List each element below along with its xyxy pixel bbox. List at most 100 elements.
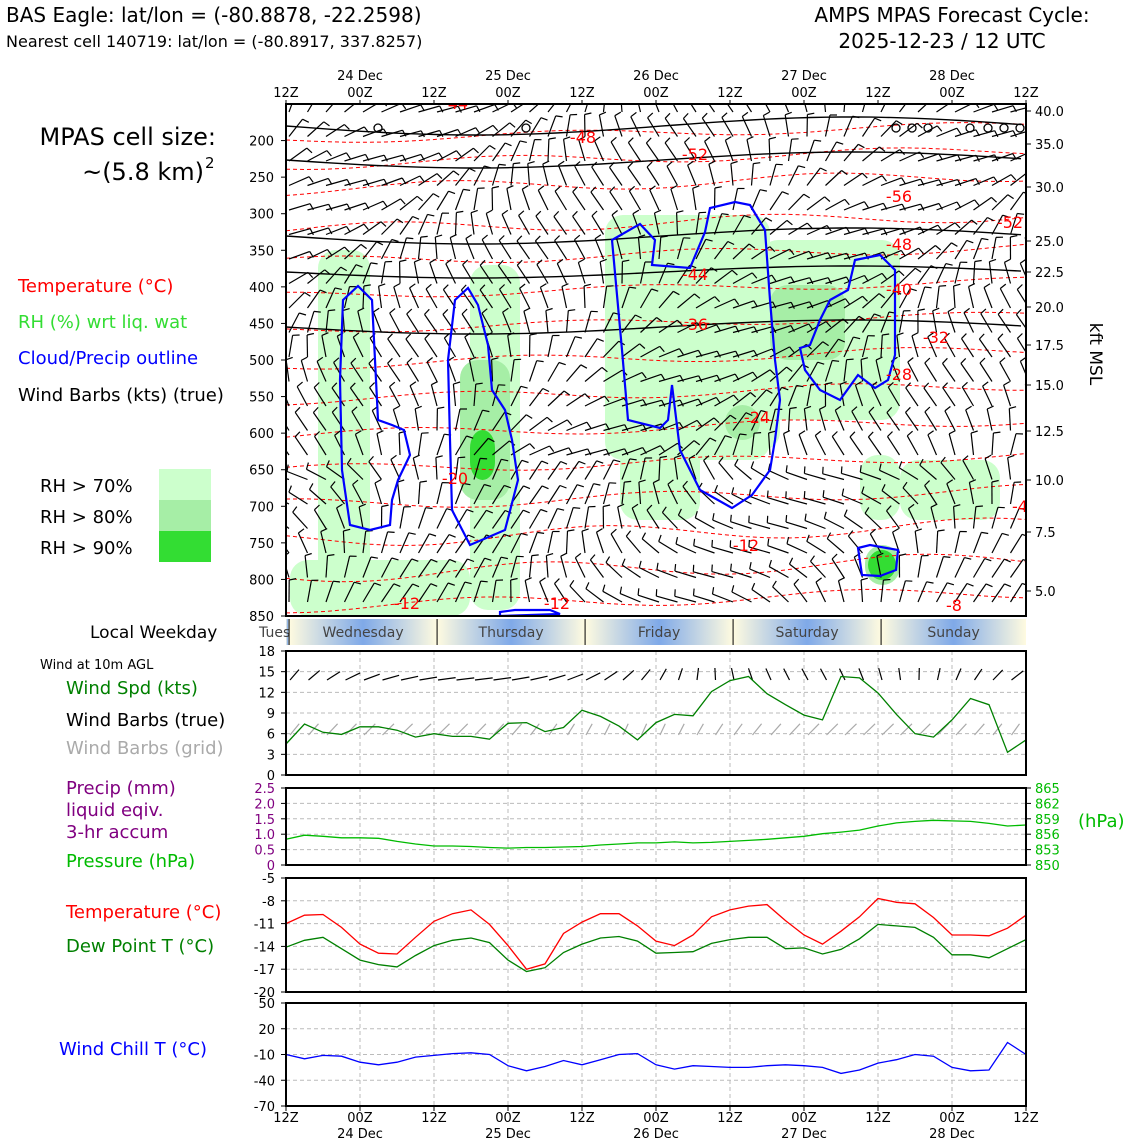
wind-barb-flag — [631, 112, 637, 116]
wind-barb — [713, 520, 733, 528]
wind-barb-flag — [499, 236, 504, 241]
wind-barb-flag — [844, 510, 847, 516]
wind-barb — [998, 314, 1010, 332]
wind-barb — [289, 204, 310, 210]
wind-barb-flag — [780, 88, 786, 92]
wind-barb-flag — [842, 489, 843, 496]
wind-barb-flag — [1030, 457, 1037, 458]
wind-barb-flag — [437, 174, 442, 179]
y-tick-label: -5 — [262, 872, 275, 887]
wind-barb — [752, 590, 770, 603]
time-label-bottom: 12Z — [865, 1111, 891, 1126]
wind-barb — [570, 586, 585, 602]
wind-barb-flag — [526, 415, 532, 419]
wind-barb-flag — [407, 309, 412, 314]
wind-barb-flag — [639, 561, 641, 568]
wind-barb-flag — [620, 88, 627, 90]
time-label-top: 12Z — [421, 86, 447, 101]
wind-barb — [989, 262, 992, 284]
wind-barb — [974, 197, 992, 210]
legend-wind-10m: Wind at 10m AGL — [40, 658, 154, 673]
wind-barb — [382, 532, 388, 553]
wind-barb-flag — [469, 168, 475, 171]
wind-barb-flag — [471, 210, 478, 212]
wind-barb-flag — [938, 530, 945, 531]
wind-barb — [907, 436, 918, 455]
wind-barb — [289, 229, 310, 235]
wind-barb-flag — [536, 211, 541, 216]
wind-barb-flag — [585, 113, 592, 115]
temperature-contour-label: -12 — [544, 594, 570, 613]
y-tick-label: -70 — [254, 1100, 275, 1115]
wind-barb — [693, 188, 696, 210]
true-wind-barb — [821, 669, 827, 680]
wind-barb-flag — [998, 309, 1003, 314]
y-tick-label: 20 — [258, 1023, 275, 1038]
wind-barb-flag — [742, 112, 748, 116]
wind-barb — [446, 264, 456, 284]
wind-barb-flag — [989, 259, 996, 261]
wind-barb — [752, 190, 761, 210]
wind-barb-flag — [976, 506, 983, 507]
wind-barb-flag — [554, 211, 559, 216]
wind-barb — [928, 435, 937, 455]
wind-barb — [827, 539, 844, 553]
wind-barb-flag — [962, 382, 967, 387]
wind-barb-flag — [543, 389, 549, 392]
wind-barb-flag — [1032, 212, 1039, 213]
wind-barb — [582, 531, 585, 553]
wind-barb — [590, 560, 603, 578]
wind-barb — [597, 532, 604, 553]
wind-barb — [918, 246, 935, 260]
wind-barb — [773, 587, 789, 602]
wind-barb-flag — [410, 382, 416, 386]
wind-barb — [524, 311, 530, 332]
rh80-swatch — [159, 500, 211, 531]
wind-barb — [466, 239, 474, 260]
wind-barb — [419, 508, 426, 529]
wind-barb — [826, 115, 831, 137]
wind-barb-flag — [935, 246, 940, 251]
wind-barb — [760, 93, 771, 112]
hpa-unit-label: (hPa) — [1078, 811, 1125, 832]
pressure-tick-label: 250 — [249, 171, 274, 186]
calm-wind-circle — [1000, 124, 1008, 132]
wind-barb-flag — [939, 286, 946, 287]
wind-barb-flag — [594, 484, 601, 485]
wind-barb — [456, 189, 464, 210]
wind-barb-flag — [925, 407, 930, 412]
wind-barb — [733, 189, 738, 211]
temperature-contour-label: -44 — [682, 265, 708, 284]
wind-barb-flag — [1005, 259, 1011, 262]
wind-barb-flag — [550, 446, 554, 452]
wind-barb — [628, 167, 641, 185]
height-tick-label: 10.0 — [1035, 474, 1064, 489]
date-label-bottom: 27 Dec — [781, 1127, 827, 1140]
wind-barb-flag — [528, 162, 535, 164]
wind-barb-flag — [980, 358, 985, 363]
wind-barb-flag — [490, 146, 496, 150]
cell-subtitle: Nearest cell 140719: lat/lon = (-80.8917… — [6, 32, 422, 51]
legend-rh70: RH > 70% — [40, 476, 133, 497]
wind-barb — [407, 363, 419, 382]
wind-barb — [585, 461, 597, 480]
wind-barb-flag — [575, 553, 581, 557]
wind-barb-flag — [732, 487, 734, 494]
wind-barb — [407, 314, 419, 333]
wind-barb-flag — [301, 357, 307, 360]
wind-barb — [289, 252, 310, 260]
pressure-tick-label: 650 — [249, 464, 274, 479]
wind-barb — [413, 458, 418, 479]
wind-barb — [900, 311, 904, 333]
wind-barb — [567, 365, 581, 382]
wind-barb-flag — [517, 236, 522, 241]
wind-barb — [863, 176, 883, 186]
wind-barb — [969, 287, 974, 308]
wind-barb — [807, 140, 814, 161]
wind-barb — [592, 216, 604, 235]
wind-barb-flag — [537, 361, 544, 362]
wind-barb — [974, 262, 975, 284]
wind-barb-flag — [642, 533, 645, 539]
wind-barb-flag — [425, 309, 430, 314]
